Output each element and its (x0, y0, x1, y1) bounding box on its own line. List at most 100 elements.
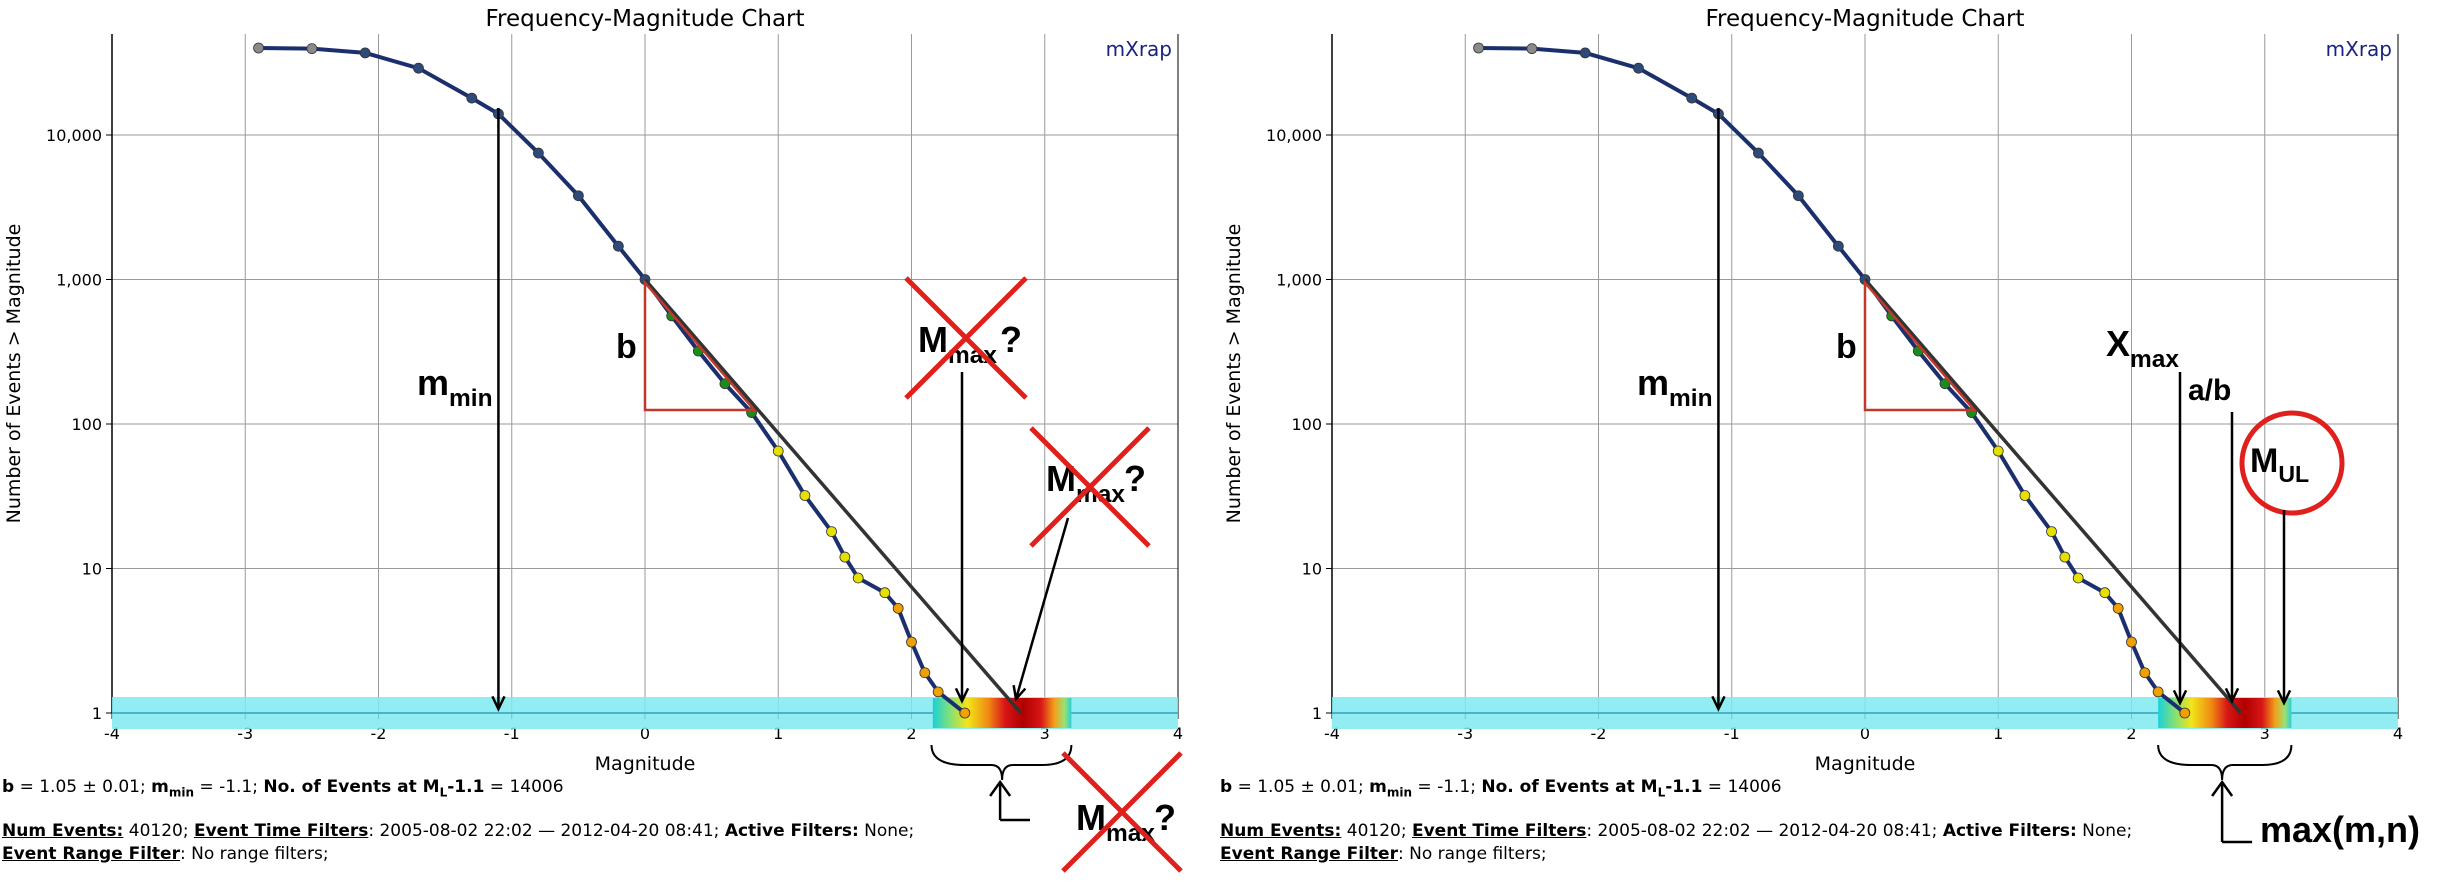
y-tick-label: 1,000 (1276, 271, 1322, 290)
data-point (572, 190, 584, 202)
y-tick-label: 10 (82, 560, 102, 579)
mmax-q-1: ? (1000, 319, 1022, 360)
y-tick-label: 10,000 (46, 126, 102, 145)
x-axis-label: Magnitude (1815, 753, 1916, 775)
data-point (2059, 551, 2071, 563)
x-tick-label: 2 (2126, 724, 2136, 743)
max-mn-annotation: max(m,n) (2260, 809, 2420, 850)
mul-arrow-head (2276, 689, 2292, 706)
mmax-cross-2-b (1029, 426, 1151, 548)
data-point (2046, 526, 2057, 538)
y-tick-label: 100 (1291, 415, 1322, 434)
left-footer-stats: b = 1.05 ± 0.01; mmin = -1.1; No. of Eve… (2, 777, 564, 800)
y-axis-label: Number of Events > Magnitude (3, 224, 25, 524)
mmax-cross-3-b (1061, 751, 1183, 873)
range-brace (930, 744, 1073, 781)
x-tick-label: 4 (2393, 724, 2403, 743)
data-point (2126, 636, 2137, 648)
right-footer-stats: b = 1.05 ± 0.01; mmin = -1.1; No. of Eve… (1220, 777, 1782, 800)
mmax-cross-1-b (904, 276, 1028, 400)
gr-fit-line (1863, 278, 2243, 715)
data-point (359, 47, 371, 59)
data-point (306, 43, 318, 55)
data-point (826, 526, 837, 538)
y-tick-label: 1 (1312, 704, 1322, 723)
data-curve (1478, 46, 2187, 715)
mmax-heatbar (932, 698, 1072, 728)
plot-group: Frequency-Magnitude Chart-4 -3 -2 -1 0 1 2 3 411… (3, 6, 1183, 873)
chart-title: Frequency-Magnitude Chart (1705, 6, 2024, 32)
data-point (959, 707, 971, 719)
chart-title: Frequency-Magnitude Chart (485, 6, 804, 32)
brand-logo: mXrap (1106, 37, 1172, 61)
x-tick-label: 4 (1173, 724, 1183, 743)
mmin-arrow-head (491, 695, 506, 712)
y-tick-label: 10,000 (1266, 126, 1322, 145)
ab-arrow-head (2224, 687, 2240, 704)
data-point (852, 572, 864, 584)
data-point (612, 240, 624, 252)
mul-circle (2239, 410, 2345, 516)
right-chart: Frequency-Magnitude Chart-4 -3 -2 -1 0 1 2 3 411… (1223, 6, 2420, 850)
xmax-annotation: Xmax (2106, 323, 2179, 373)
mmin-annotation: mmin (417, 362, 493, 412)
y-tick-label: 100 (71, 415, 102, 434)
data-point (799, 490, 811, 501)
data-point (2072, 572, 2084, 584)
data-point (1526, 43, 1538, 55)
right-footer-range: Event Range Filter: No range filters; (1220, 844, 1547, 864)
y-tick-label: 1,000 (56, 271, 102, 290)
b-slope-triangle (1863, 279, 1977, 412)
data-point (2152, 686, 2164, 698)
x-tick-label: 1 (773, 724, 783, 743)
b-annotation: b (1836, 328, 1857, 366)
data-point (719, 378, 731, 390)
y-axis-label: Number of Events > Magnitude (1223, 224, 1245, 524)
mmin-arrow-head (1711, 695, 1726, 712)
data-point (1633, 62, 1644, 74)
data-point (1686, 92, 1698, 104)
right-panel: Frequency-Magnitude Chart -4 -3 -2 -1 0 1 2 3 4 1 1… (1220, 0, 2440, 887)
data-point (1939, 378, 1951, 390)
plot-group: Frequency-Magnitude Chart-4 -3 -2 -1 0 1 2 3 411… (1223, 6, 2420, 850)
data-point (932, 686, 944, 698)
left-footer-filters: Num Events: 40120; Event Time Filters: 2… (2, 821, 915, 841)
data-point (2112, 602, 2124, 614)
mmin-annotation: mmin (1637, 362, 1713, 412)
data-point (1792, 190, 1804, 202)
x-tick-label: 3 (1040, 724, 1050, 743)
brand-logo: mXrap (2326, 37, 2392, 61)
data-point (533, 147, 544, 159)
data-point (466, 92, 478, 104)
range-brace (2157, 744, 2293, 781)
data-point (2139, 667, 2151, 679)
left-chart: Frequency-Magnitude Chart-4 -3 -2 -1 0 1 2 3 411… (3, 6, 1183, 873)
xmax-arrow-head (2172, 689, 2188, 706)
data-point (253, 42, 264, 54)
y-tick-label: 10 (1302, 560, 1322, 579)
data-point (919, 667, 931, 679)
mmax-q-3: ? (1154, 797, 1176, 838)
mmax-q-2: ? (1124, 458, 1146, 499)
brace-arrow-head (2211, 779, 2234, 797)
x-tick-label: 0 (640, 724, 650, 743)
y-tick-label: 1 (92, 704, 102, 723)
data-point (1579, 47, 1591, 59)
brace-arrow-head (989, 779, 1012, 797)
x-tick-label: 2 (906, 724, 916, 743)
x-tick-label: 3 (2260, 724, 2270, 743)
b-annotation: b (616, 328, 637, 366)
mmax-arrow-1-head (954, 687, 970, 704)
data-point (1832, 240, 1844, 252)
x-tick-label: 1 (1993, 724, 2003, 743)
data-point (2099, 587, 2111, 599)
data-point (772, 445, 784, 457)
data-point (1992, 445, 2004, 457)
data-point (1753, 147, 1764, 159)
right-footer-filters: Num Events: 40120; Event Time Filters: 2… (1220, 821, 2133, 841)
data-point (1473, 42, 1484, 54)
mmax-arrow-2 (1014, 517, 1070, 700)
mmax-arrow-2-head (1012, 684, 1027, 702)
data-curve (258, 46, 967, 715)
data-point (2019, 490, 2031, 501)
